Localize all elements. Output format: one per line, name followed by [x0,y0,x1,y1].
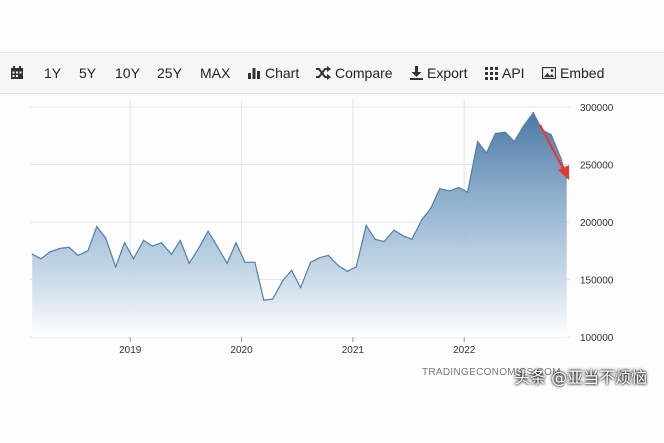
range-5y-button[interactable]: 5Y [79,65,97,81]
data-point [198,246,200,248]
data-point [430,207,432,209]
annotation-arrow [539,124,566,173]
embed-button[interactable]: Embed [542,65,604,81]
data-point [374,238,376,240]
data-point [383,240,385,243]
compare-button[interactable]: Compare [315,65,393,81]
grid-icon [485,66,498,80]
data-point [291,269,293,271]
data-point [132,258,135,260]
data-point [59,247,61,250]
y-tick-label: 150000 [580,276,614,287]
x-tick-label: 2021 [342,345,365,356]
data-point [96,226,98,228]
area-chart: 300000 250000 200000 150000 100000 2019 2020 20… [30,99,614,356]
data-point [68,246,70,248]
data-point [485,152,488,154]
chart-button-label: Chart [265,65,300,81]
data-point [151,245,154,247]
range-10y-button[interactable]: 10Y [115,65,140,81]
api-button[interactable]: API [485,65,525,81]
data-point [272,298,274,300]
data-point [355,266,357,268]
data-point [439,188,441,190]
data-point [216,245,218,247]
data-point [244,261,246,263]
data-point [160,242,162,244]
data-point [560,158,562,160]
data-point [235,242,237,244]
export-button[interactable]: Export [410,65,467,81]
data-point [327,254,329,256]
data-point [365,224,367,227]
data-point [40,258,42,260]
range-max-button[interactable]: MAX [200,65,231,81]
data-point [87,250,89,252]
watermark: TRADINGECONOMICS.COM [422,367,561,378]
export-button-label: Export [427,65,468,81]
data-point [522,125,524,128]
overlay-caption: 头条 @亚当不烦恼 [514,368,648,387]
data-point [77,254,79,256]
annotation-arrowhead [558,165,569,180]
data-point [393,229,395,231]
x-tick-label: 2022 [453,345,476,356]
chart-button[interactable]: Chart [247,65,299,81]
shuffle-icon [316,66,331,80]
data-point [124,242,126,244]
data-point [337,265,340,267]
data-point [31,253,33,255]
image-icon [542,67,556,79]
data-point [346,270,348,273]
data-point [421,219,423,221]
y-tick-label: 200000 [580,218,614,229]
data-point [207,230,209,232]
series-area-fill [32,112,567,337]
chart-toolbar: 1Y 5Y 10Y 25Y MAX Chart Compare Export A… [0,52,664,94]
data-point [532,112,534,114]
data-point [466,191,469,193]
data-point [402,235,404,237]
data-point [513,140,515,143]
data-point [179,239,181,241]
embed-button-label: Embed [560,65,605,81]
data-point [282,280,284,282]
data-point [299,286,302,289]
y-tick-label: 250000 [580,161,614,172]
bar-chart-icon [248,68,260,79]
range-1y-button[interactable]: 1Y [44,65,62,81]
api-button-label: API [502,65,525,81]
range-25y-button[interactable]: 25Y [157,65,182,81]
x-tick-label: 2019 [119,345,142,356]
data-point [449,190,451,192]
data-point [458,186,460,189]
chart-area: 300000 250000 200000 150000 100000 2019 2020 20… [0,95,664,395]
data-point [115,266,117,268]
data-point [476,140,479,143]
data-point [494,132,497,135]
data-point [411,238,413,240]
data-point [226,262,228,264]
y-tick-label: 100000 [580,333,614,344]
data-point [254,261,256,263]
data-point [142,239,145,241]
data-point [550,134,552,136]
download-icon [410,66,423,80]
data-point [188,262,190,264]
y-tick-label: 300000 [580,103,614,114]
x-tick-label: 2020 [230,345,253,356]
data-point [49,251,51,253]
data-point [263,299,265,301]
data-point [504,131,507,133]
data-point [318,257,321,259]
data-point [309,261,312,263]
data-point [170,253,173,255]
data-point [105,237,107,239]
calendar-icon[interactable] [10,65,24,80]
compare-button-label: Compare [335,65,393,81]
